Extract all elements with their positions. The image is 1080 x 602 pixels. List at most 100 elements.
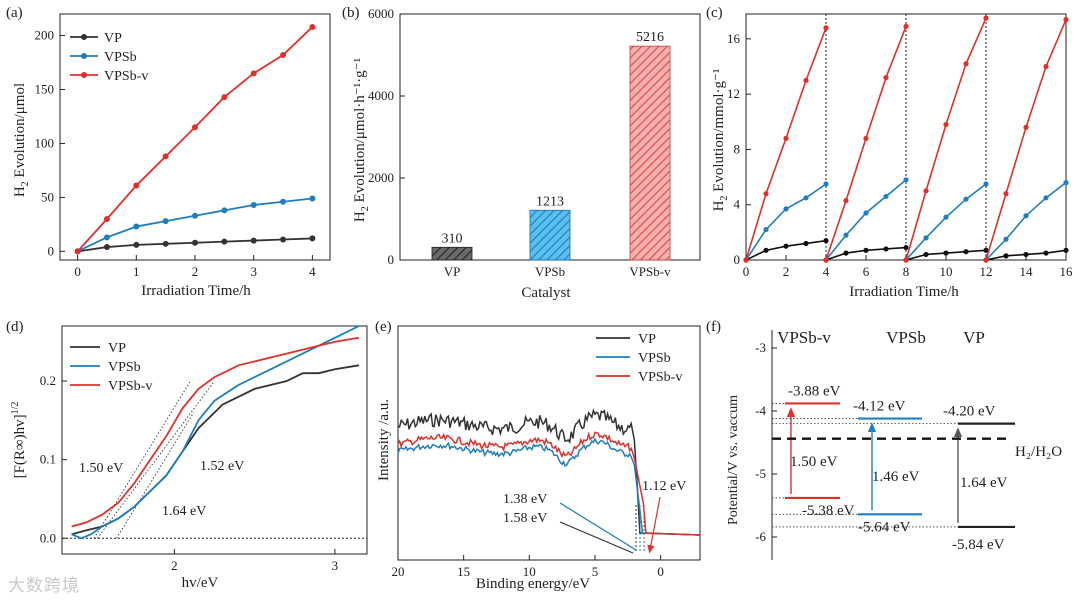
series-line-vpsb: [71, 325, 360, 540]
x-tick-label-a: 2: [192, 264, 199, 279]
y-tick-label-a: 150: [35, 82, 55, 97]
y-tick-label-a: 100: [35, 135, 55, 150]
data-point-vpsb-v: [280, 52, 287, 58]
y-axis-label-b: H2 Evolution/μmol·h⁻¹·g⁻¹: [352, 58, 371, 222]
y-tick-label-b: 4000: [368, 88, 394, 103]
y-tick-label-d: 0.1: [40, 452, 56, 467]
gap-label-vpsb: 1.46 eV: [872, 469, 920, 485]
y-axis-label-e: Intensity /a.u.: [376, 399, 392, 481]
bar-value-label-vp: 310: [442, 231, 463, 246]
legend-marker-vpsb-v: [81, 72, 87, 78]
data-point-vp: [963, 249, 969, 255]
data-point-vpsb: [883, 193, 889, 200]
bars-b: 310 VP 1213 VPSb 5216 VPSb-v: [431, 30, 671, 279]
data-point-vp: [221, 238, 228, 245]
panel-f: (f) -3 -4 -5 -6 VPSb-v VPSb VP -3.88 eV -5.3…: [706, 319, 1062, 560]
y-tick-label-f: -3: [755, 340, 766, 355]
x-axis-label-d: hv/eV: [182, 575, 219, 591]
tangent-line-d: [96, 380, 215, 539]
onset-markers-e: [559, 496, 661, 554]
legend-marker-vpsb: [81, 53, 87, 59]
annotation-d-vp: 1.64 eV: [162, 504, 206, 519]
x-tick-label-e: 0: [657, 564, 664, 579]
data-point-vpsb-v: [803, 77, 809, 83]
series-line-vp: [397, 408, 701, 536]
legend-e: VP VPSb VPSb-v: [596, 332, 682, 385]
x-tick-label-a: 0: [74, 264, 81, 279]
x-tick-label-c: 14: [1020, 264, 1034, 279]
data-point-vpsb: [280, 198, 287, 205]
data-point-vpsb-v: [863, 135, 869, 141]
data-point-vpsb-v: [983, 257, 989, 263]
x-axis-label-e: Binding energy/eV: [476, 576, 590, 592]
data-point-vp: [162, 240, 169, 247]
legend-d: VP VPSb VPSb-v: [70, 341, 152, 394]
data-point-vpsb-v: [250, 70, 257, 77]
x-tick-label-a: 4: [309, 264, 316, 279]
pointer-vpsbv: [647, 496, 661, 554]
data-point-vpsb-v: [923, 188, 929, 194]
x-tick-label-c: 0: [743, 264, 750, 279]
legend-label-vpsb: VPSb: [108, 360, 141, 375]
data-point-vpsb-v: [162, 153, 169, 160]
x-tick-label-c: 10: [940, 264, 953, 279]
data-point-vpsb-v: [823, 25, 829, 31]
data-point-vp: [1063, 247, 1069, 253]
data-point-vpsb: [103, 234, 110, 241]
axes-a: 0 1 2 3 4 0 50 100 150 200: [35, 28, 317, 279]
data-point-vp: [1003, 253, 1009, 259]
panel-label-a: (a): [6, 5, 23, 21]
data-point-vpsb-v: [1063, 16, 1069, 23]
panel-label-e: (e): [375, 319, 392, 335]
data-point-vpsb: [1063, 180, 1069, 186]
data-point-vp: [1043, 250, 1049, 256]
legend-label-vp: VP: [104, 31, 122, 46]
data-point-vpsb: [823, 181, 829, 187]
data-point-vpsb: [863, 210, 869, 216]
axes-c: 0 2 4 6 8 10 12 14 16 0 4 8 12 16: [727, 14, 1073, 279]
x-tick-label-e: 5: [592, 564, 599, 579]
y-tick-label-c: 4: [734, 197, 741, 212]
y-tick-label-c: 16: [727, 31, 741, 46]
data-point-vp: [280, 236, 287, 243]
data-point-vpsb-v: [743, 257, 749, 263]
bar-vpsb: [529, 209, 571, 261]
y-axis-label-f: Potential/V vs. vaccum: [726, 395, 741, 525]
legend-label-vpsb: VPSb: [638, 351, 671, 366]
series-c: [743, 15, 1069, 263]
y-tick-label-d: 0.0: [40, 530, 56, 545]
series-line-vpsb: [397, 437, 701, 536]
y-tick-label-a: 200: [35, 28, 55, 43]
panel-label-d: (d): [6, 319, 24, 335]
x-tick-label-c: 2: [783, 264, 790, 279]
y-tick-label-a: 0: [48, 243, 55, 258]
data-point-vp: [103, 244, 110, 251]
data-point-vp: [192, 239, 198, 246]
panel-e: (e) 20 15 10 5 0 VP VPSb VPSb-v 1.38 eV 1.58 e…: [375, 319, 701, 592]
series-line-vpsb-v: [745, 27, 827, 261]
data-point-vp: [1023, 251, 1029, 258]
cb-label-vp: -4.20 eV: [943, 404, 996, 420]
reference-label-f: H₂/H₂O: [1015, 444, 1062, 460]
data-point-vp: [250, 237, 257, 244]
data-point-vpsb: [803, 195, 809, 201]
data-point-vpsb: [133, 223, 140, 230]
data-point-vpsb-v: [883, 74, 889, 81]
annotation-e-vp: 1.58 eV: [503, 511, 547, 526]
data-point-vpsb-v: [192, 124, 198, 131]
panel-a: (a) 0 1 2 3 4 0 50 100 150 200 VP VPSb VPSb-v Irrad…: [6, 5, 331, 299]
y-tick-label-f: -6: [755, 529, 766, 544]
data-point-vp: [309, 235, 316, 242]
watermark: 大数跨境: [8, 576, 80, 596]
data-point-vpsb-v: [103, 216, 110, 222]
y-tick-label-b: 6000: [368, 6, 394, 21]
legend-label-vpsb-v: VPSb-v: [638, 370, 682, 385]
x-tick-label-c: 6: [863, 264, 870, 279]
x-tick-label-b: VPSb-v: [629, 264, 671, 279]
data-point-vp: [883, 246, 889, 252]
data-point-vpsb: [192, 212, 198, 219]
plot-frame-d: [61, 325, 368, 555]
tangent-line-d: [93, 380, 191, 539]
data-point-vpsb-v: [74, 248, 81, 255]
